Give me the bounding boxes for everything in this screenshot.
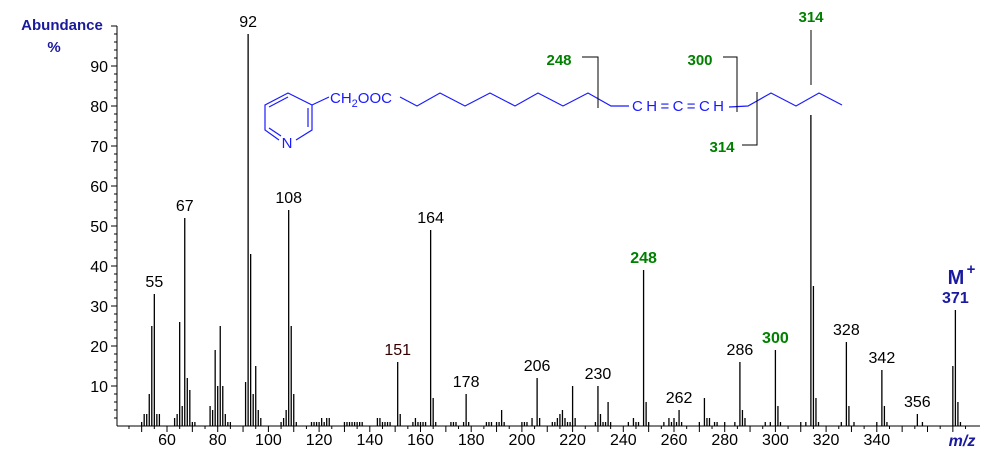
peaks xyxy=(140,34,962,426)
x-tick-label: 240 xyxy=(610,432,637,449)
axes: 10 20 30 40 50 60 70 80 90 60 80 100 120 140 160 180 200… xyxy=(90,25,980,449)
x-tick-label: 340 xyxy=(863,432,890,449)
fragment-brackets xyxy=(582,30,812,146)
peak-label: 262 xyxy=(666,390,693,407)
x-tick-label: 260 xyxy=(661,432,688,449)
alkyl-chain-2 xyxy=(728,92,843,108)
fragment-248-label: 248 xyxy=(546,52,571,69)
ring-double-bond xyxy=(268,96,289,108)
structure-diagram xyxy=(264,92,843,141)
peak-label: 164 xyxy=(417,210,444,227)
bracket-248 xyxy=(582,56,599,108)
y-tick-label: 30 xyxy=(90,299,108,316)
x-tick-label: 120 xyxy=(306,432,333,449)
peak-label: 371 xyxy=(942,290,969,307)
y-tick-label: 90 xyxy=(90,59,108,76)
y-tick-label: 70 xyxy=(90,139,108,156)
peak-label: 300 xyxy=(762,330,789,347)
y-tick-label: 50 xyxy=(90,219,108,236)
x-tick-label: 200 xyxy=(509,432,536,449)
peak-label: 178 xyxy=(453,374,480,391)
peak-label: 328 xyxy=(833,322,860,339)
y-tick-label: 80 xyxy=(90,99,108,116)
peak-label: 286 xyxy=(727,342,754,359)
y-tick-label: 40 xyxy=(90,259,108,276)
fragment-314-low-label: 314 xyxy=(709,139,735,156)
peak-label: 230 xyxy=(585,366,612,383)
peak-label: 356 xyxy=(904,394,931,411)
molecular-ion-m: M xyxy=(948,267,965,289)
fragment-314-top-label: 314 xyxy=(798,9,824,26)
bracket-300 xyxy=(723,56,738,112)
peak-label: 248 xyxy=(630,250,657,267)
y-axis-label-unit: % xyxy=(47,39,60,56)
x-axis-label: m/z xyxy=(949,433,976,450)
ester-group: CH2OOC xyxy=(330,90,392,110)
x-tick-label: 320 xyxy=(813,432,840,449)
bracket-314-low xyxy=(742,92,758,146)
x-tick-label: 100 xyxy=(255,432,282,449)
y-tick-label: 20 xyxy=(90,339,108,356)
x-tick-label: 300 xyxy=(762,432,789,449)
molecular-ion-charge: + xyxy=(967,261,976,278)
x-tick-label: 180 xyxy=(458,432,485,449)
y-tick-label: 10 xyxy=(90,379,108,396)
y-tick-label: 60 xyxy=(90,179,108,196)
alkyl-chain-1 xyxy=(399,92,629,107)
x-tick-label: 80 xyxy=(209,432,227,449)
peak-label: 151 xyxy=(384,342,411,359)
ring-substituent-bond xyxy=(311,96,330,106)
molecular-ion-label: M + xyxy=(948,261,976,289)
allene-group: CH=C=CH xyxy=(632,98,724,115)
x-tick-label: 220 xyxy=(559,432,586,449)
peak-label: 92 xyxy=(239,14,257,31)
ring-double-bond xyxy=(268,127,282,137)
x-tick-label: 140 xyxy=(356,432,383,449)
fragment-300-label: 300 xyxy=(687,52,712,69)
x-tick-label: 60 xyxy=(158,432,176,449)
x-tick-label: 160 xyxy=(407,432,434,449)
pyridine-ring xyxy=(264,92,313,141)
peak-label: 206 xyxy=(524,358,551,375)
peak-label: 108 xyxy=(275,190,302,207)
peak-label: 55 xyxy=(145,274,163,291)
peak-label: 342 xyxy=(869,350,896,367)
peak-label: 67 xyxy=(176,198,194,215)
ring-nitrogen: N xyxy=(282,135,293,152)
peak-labels: 55 67 92 108 151 164 178 206 230 248 262 286 300 328 3… xyxy=(145,14,968,411)
y-axis-label: Abundance xyxy=(21,17,103,34)
x-tick-label: 280 xyxy=(711,432,738,449)
